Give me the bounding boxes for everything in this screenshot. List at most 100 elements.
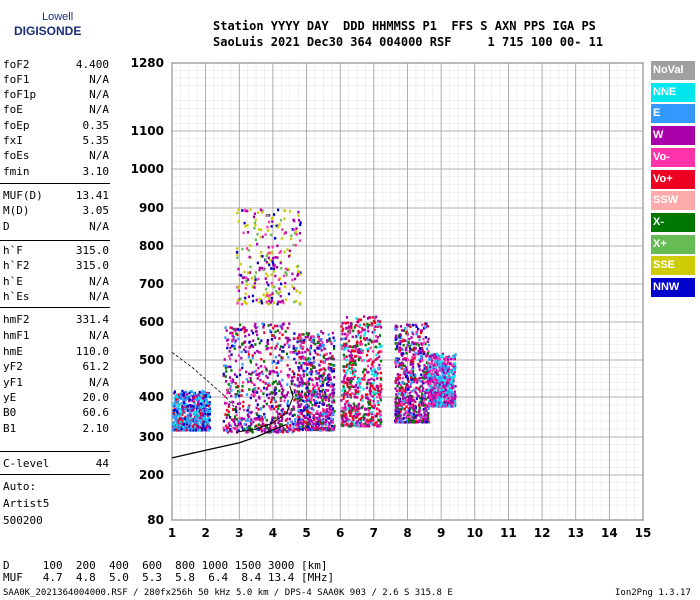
echo-point <box>380 378 383 381</box>
echo-point <box>325 415 328 418</box>
echo-point <box>419 385 422 389</box>
echo-point <box>351 357 355 361</box>
echo-point <box>199 419 202 422</box>
echo-point <box>302 357 306 360</box>
echo-point <box>442 371 446 375</box>
echo-point <box>355 412 359 415</box>
echo-point <box>440 386 443 390</box>
echo-point <box>200 427 203 431</box>
echo-point <box>262 325 265 329</box>
echo-point <box>396 347 399 350</box>
echo-point <box>300 390 304 394</box>
param-value: 44 <box>95 457 109 470</box>
echo-point <box>332 345 336 348</box>
echo-point <box>243 326 246 330</box>
echo-point <box>229 427 232 431</box>
echo-point <box>407 341 410 344</box>
echo-point <box>279 261 282 265</box>
echo-point <box>421 376 424 380</box>
echo-point <box>428 357 432 361</box>
echo-point <box>409 404 412 407</box>
echo-point <box>378 322 381 326</box>
echo-point <box>403 389 406 392</box>
echo-point <box>354 392 357 395</box>
echo-point <box>298 291 302 294</box>
echo-point <box>409 382 412 385</box>
echo-point <box>222 372 225 376</box>
echo-point <box>322 380 325 384</box>
echo-point <box>204 394 207 397</box>
echo-point <box>348 359 352 362</box>
echo-point <box>277 407 280 411</box>
echo-point <box>254 271 258 274</box>
echo-point <box>252 394 256 398</box>
echo-point <box>305 396 308 399</box>
echo-point <box>187 418 190 421</box>
echo-point <box>232 408 235 412</box>
echo-point <box>366 317 370 320</box>
echo-point <box>419 419 422 423</box>
echo-point <box>327 394 330 397</box>
echo-point <box>182 423 186 426</box>
echo-point <box>190 390 194 394</box>
echo-point <box>259 254 263 258</box>
echo-point <box>353 409 356 412</box>
echo-point <box>394 342 397 345</box>
echo-point <box>440 380 443 384</box>
echo-point <box>377 386 380 390</box>
echo-point <box>234 341 237 344</box>
echo-point <box>238 394 241 398</box>
echo-point <box>418 358 421 361</box>
echo-point <box>296 415 299 419</box>
echo-point <box>313 390 317 394</box>
echo-point <box>342 344 345 348</box>
echo-point <box>193 425 196 428</box>
echo-point <box>261 422 265 426</box>
echo-point <box>442 395 446 399</box>
echo-point <box>207 391 211 395</box>
echo-point <box>297 369 301 372</box>
echo-point <box>194 412 198 415</box>
echo-point <box>177 412 180 416</box>
echo-point <box>423 377 426 380</box>
echo-point <box>330 363 333 366</box>
echo-point <box>187 421 191 425</box>
echo-point <box>452 377 455 380</box>
echo-point <box>249 265 252 269</box>
echo-point <box>191 399 194 403</box>
echo-point <box>408 409 411 413</box>
echo-point <box>293 383 297 387</box>
echo-point <box>179 420 182 423</box>
echo-point <box>425 420 428 424</box>
echo-point <box>405 410 408 414</box>
echo-point <box>306 413 309 417</box>
echo-point <box>286 373 289 377</box>
echo-point <box>229 331 232 335</box>
echo-point <box>371 364 375 368</box>
echo-point <box>414 406 417 410</box>
echo-point <box>400 403 404 406</box>
echo-point <box>178 417 181 421</box>
echo-point <box>322 403 325 406</box>
echo-point <box>418 364 421 368</box>
echo-point <box>361 424 364 428</box>
echo-point <box>377 418 380 422</box>
echo-point <box>180 427 183 430</box>
echo-point <box>280 325 283 329</box>
echo-point <box>253 383 256 387</box>
param-row-foe: foE N/A <box>3 102 109 117</box>
echo-point <box>364 338 367 341</box>
echo-point <box>344 337 347 341</box>
echo-point <box>293 332 296 335</box>
echo-point <box>288 367 291 371</box>
echo-point <box>266 213 269 217</box>
echo-point <box>185 397 188 401</box>
echo-point <box>238 402 241 405</box>
echo-point <box>317 337 321 340</box>
echo-point <box>348 409 351 413</box>
echo-point <box>346 381 349 385</box>
echo-point <box>422 387 425 390</box>
echo-point <box>350 406 354 410</box>
echo-point <box>380 350 383 353</box>
echo-point <box>257 373 260 376</box>
